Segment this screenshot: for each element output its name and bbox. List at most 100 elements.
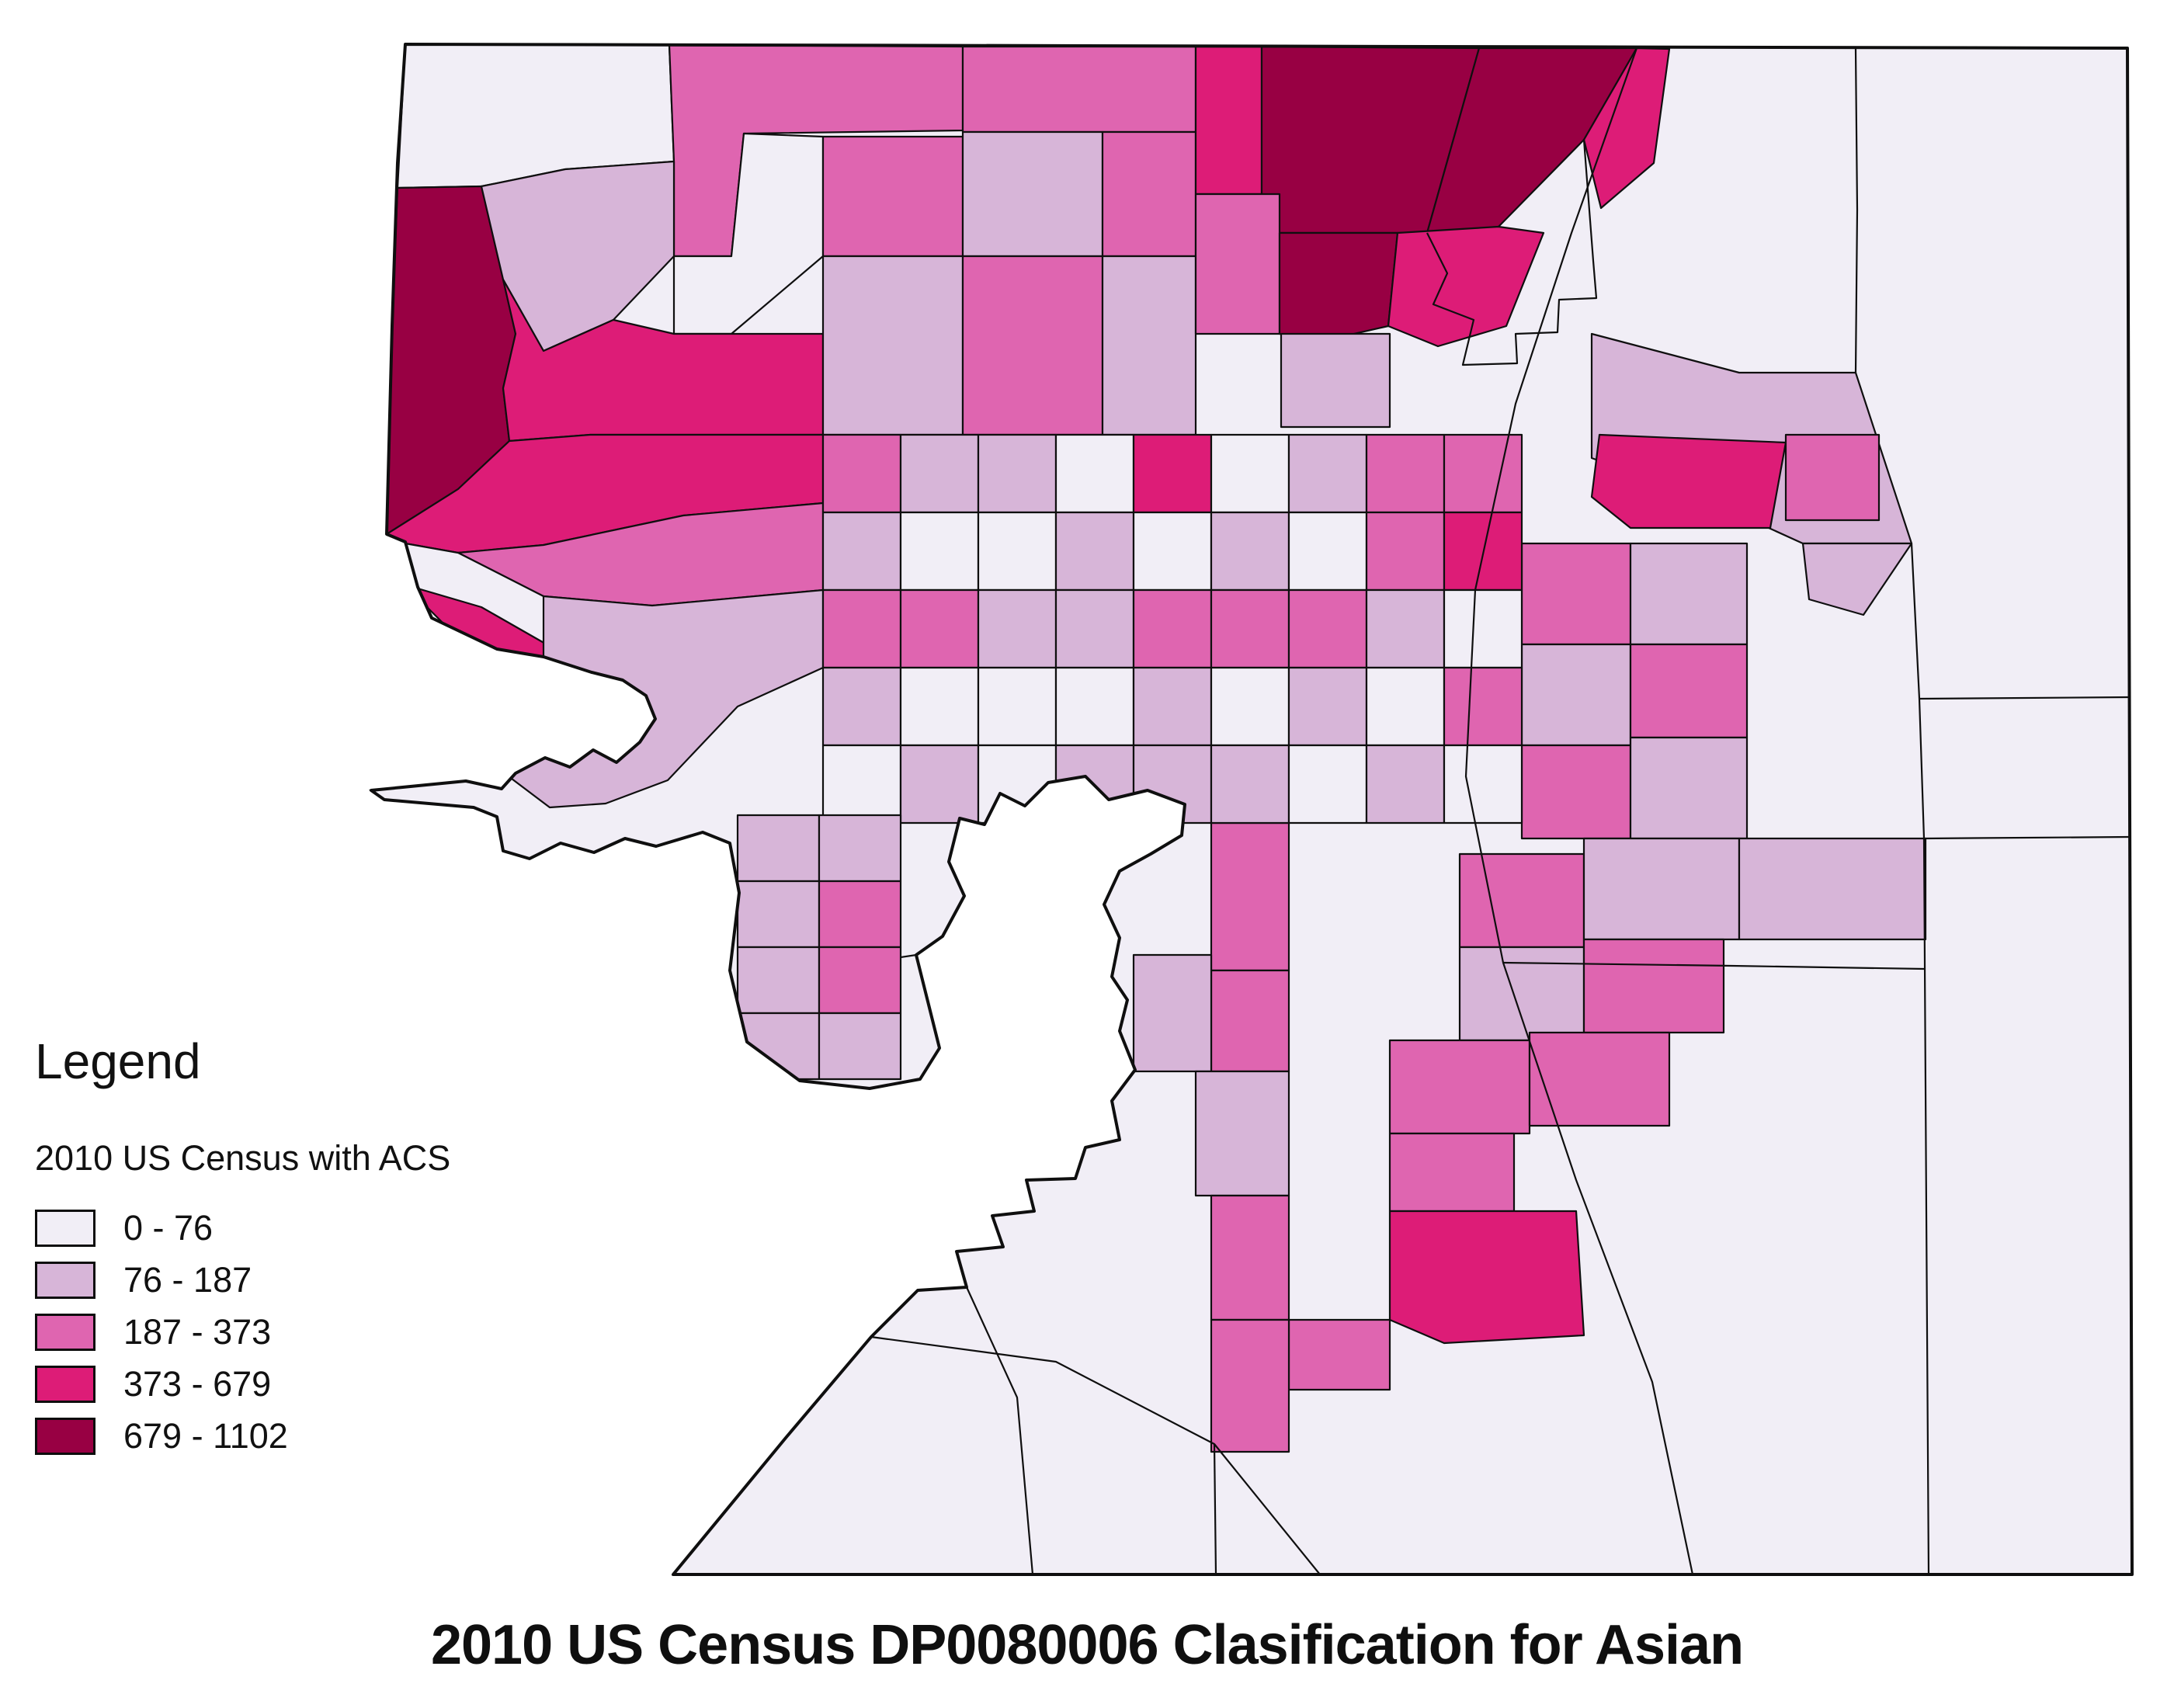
legend-label: 187 - 373 <box>123 1311 272 1352</box>
census-tract <box>1443 744 1523 824</box>
legend-swatch-class-0 <box>35 1209 96 1247</box>
census-tract <box>1210 1194 1290 1321</box>
census-tract <box>1194 1070 1290 1197</box>
census-tract <box>977 666 1057 747</box>
legend-items: 0 - 76 76 - 187 187 - 373 373 - 679 679 … <box>35 1202 450 1462</box>
census-tract <box>1210 588 1290 669</box>
census-tract <box>736 1012 821 1081</box>
census-tract <box>977 588 1057 669</box>
legend-title: Legend <box>35 1033 201 1089</box>
legend-swatch-class-2 <box>35 1313 96 1351</box>
census-tract <box>1458 946 1585 1042</box>
census-tract <box>899 666 980 747</box>
census-tract <box>1458 852 1585 949</box>
census-tract <box>1278 231 1399 343</box>
legend-row: 187 - 373 <box>35 1306 450 1358</box>
census-tract <box>1287 511 1368 592</box>
census-tract <box>1582 47 1671 210</box>
census-tract <box>1210 821 1290 972</box>
legend-subtitle: 2010 US Census with ACS <box>35 1138 451 1178</box>
census-tract <box>1629 542 1749 646</box>
census-tract <box>818 1012 902 1081</box>
tract-boundary-line <box>1854 48 1859 373</box>
census-tract <box>1132 433 1213 514</box>
census-tract <box>1443 433 1523 514</box>
census-tract <box>1210 666 1290 747</box>
census-tract <box>1054 588 1135 669</box>
census-tract <box>1054 433 1135 514</box>
census-tract <box>1101 255 1197 436</box>
census-tract <box>1629 736 1749 840</box>
census-tract <box>1582 938 1725 1034</box>
census-tract <box>1210 1318 1290 1453</box>
census-tract <box>1101 130 1197 258</box>
census-tract <box>818 880 902 949</box>
census-tract <box>1132 953 1213 1073</box>
census-tract <box>1132 666 1213 747</box>
tract-boundary-line <box>1910 543 2132 840</box>
census-tract <box>1387 225 1545 348</box>
county-outline <box>370 43 2134 1576</box>
census-tract <box>1388 1132 1516 1213</box>
census-tract <box>1287 1318 1391 1391</box>
census-tract <box>1365 588 1446 669</box>
census-tract <box>899 433 980 514</box>
legend-row: 373 - 679 <box>35 1358 450 1410</box>
legend-label: 679 - 1102 <box>123 1415 288 1456</box>
census-tract <box>736 880 821 949</box>
census-tract <box>1590 433 1787 529</box>
census-tract <box>1443 511 1523 592</box>
census-tract <box>899 511 980 592</box>
census-tract <box>1132 744 1213 824</box>
tract-boundary-line <box>1922 838 1930 1574</box>
census-tract <box>1194 45 1263 196</box>
census-tract <box>821 433 902 514</box>
legend-row: 76 - 187 <box>35 1254 450 1306</box>
tract-boundary-line <box>1464 47 1694 1574</box>
census-tract <box>1210 433 1290 514</box>
tract-boundary-line <box>965 1286 1034 1574</box>
legend: Legend 2010 US Census with ACS 0 - 76 76… <box>35 1033 450 1462</box>
legend-swatch-class-1 <box>35 1261 96 1299</box>
census-tract <box>1132 511 1213 592</box>
legend-row: 679 - 1102 <box>35 1410 450 1462</box>
census-tract <box>1520 542 1632 646</box>
legend-label: 76 - 187 <box>123 1259 252 1300</box>
census-tract <box>1054 511 1135 592</box>
census-tract <box>1443 666 1523 747</box>
census-tract <box>1287 433 1368 514</box>
census-tract <box>736 946 821 1015</box>
census-tract <box>1194 193 1281 335</box>
tract-layer <box>385 44 2132 1574</box>
census-tract <box>1520 744 1632 840</box>
census-tract <box>1520 643 1632 747</box>
tract-boundary-line <box>1502 961 1925 970</box>
census-tract <box>1738 837 1927 941</box>
legend-label: 0 - 76 <box>123 1207 214 1248</box>
census-tract <box>899 588 980 669</box>
census-tract <box>1784 433 1881 522</box>
legend-label: 373 - 679 <box>123 1363 272 1404</box>
census-tract <box>1629 643 1749 739</box>
census-tract <box>818 814 902 883</box>
census-tract <box>1287 588 1368 669</box>
census-tract <box>977 433 1057 514</box>
census-tract <box>1054 666 1135 747</box>
census-tract <box>1365 433 1446 514</box>
census-tract <box>1210 511 1290 592</box>
census-tract <box>1210 744 1290 824</box>
legend-swatch-class-3 <box>35 1365 96 1403</box>
census-tract <box>1388 1039 1531 1135</box>
census-tract <box>1443 588 1523 669</box>
tract-boundary-line <box>1213 1443 1217 1574</box>
map-title: 2010 US Census DP0080006 Clasification f… <box>430 1614 1744 1676</box>
census-tract <box>899 744 980 824</box>
census-tract <box>1801 542 1913 616</box>
legend-row: 0 - 76 <box>35 1202 450 1254</box>
census-tract <box>821 588 902 669</box>
tract-boundary-line <box>870 1335 1321 1574</box>
census-tract <box>821 744 902 824</box>
census-tract <box>961 255 1104 436</box>
census-tract <box>1132 588 1213 669</box>
census-tract <box>1365 666 1446 747</box>
